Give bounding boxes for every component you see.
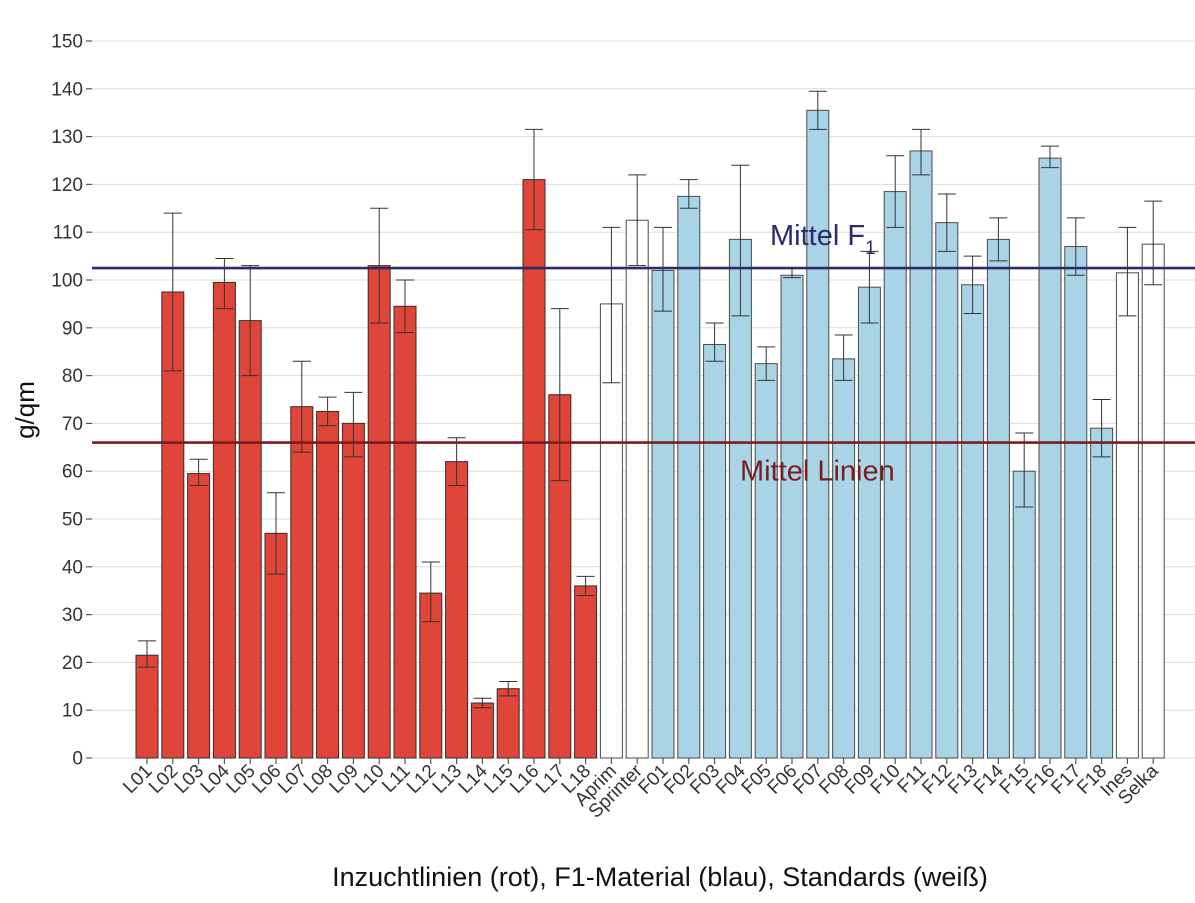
- y-tick-label: 20: [62, 653, 83, 674]
- bar-L13: [445, 461, 469, 759]
- y-tick-label: 40: [62, 557, 83, 578]
- mean-label-text: Mittel Linien: [740, 456, 895, 488]
- mean-label-f1: Mittel F1: [770, 220, 876, 259]
- bar-F15: [1012, 470, 1036, 759]
- bar-F11: [909, 150, 933, 759]
- mean-lines: Mittel F1 Mittel Linien: [92, 220, 1195, 488]
- y-tick-label: 90: [62, 318, 83, 339]
- bar-F17: [1064, 246, 1088, 759]
- y-axis-label: g/qm: [10, 381, 40, 439]
- bar-F02: [677, 195, 701, 759]
- bar-L10: [367, 265, 391, 759]
- bar-F18: [1090, 427, 1114, 759]
- y-tick-label: 70: [62, 414, 83, 435]
- bar-F13: [961, 284, 985, 759]
- bar-F14: [986, 238, 1010, 759]
- bar-L03: [187, 473, 211, 759]
- bar-L14: [470, 702, 494, 759]
- mean-label-lines: Mittel Linien: [740, 456, 895, 488]
- bar-F09: [857, 286, 881, 759]
- bar-Ines: [1115, 272, 1139, 759]
- bar-L04: [212, 281, 236, 759]
- bar-L11: [393, 305, 417, 759]
- y-tick-label: 80: [62, 366, 83, 387]
- bar-L09: [341, 422, 365, 759]
- y-tick-label: 10: [62, 701, 83, 722]
- bar-L05: [238, 320, 262, 759]
- bar-L18: [574, 585, 598, 759]
- y-tick-label: 140: [51, 79, 83, 100]
- mean-label-subscript: 1: [865, 238, 876, 259]
- bar-F16: [1038, 157, 1062, 759]
- bar-L15: [496, 688, 520, 759]
- y-tick-label: 130: [51, 127, 83, 148]
- bar-F05: [754, 363, 778, 759]
- y-tick-label: 100: [51, 271, 83, 292]
- y-axis-ticks: 0 10 20 30 40 50 60 70 80 90 100 110 120 130 140 150: [51, 32, 92, 770]
- bar-F01: [651, 269, 675, 759]
- bar-Selka: [1141, 243, 1165, 759]
- y-tick-label: 50: [62, 510, 83, 531]
- bar-F07: [806, 109, 830, 759]
- y-tick-label: 30: [62, 605, 83, 626]
- bar-F03: [703, 344, 727, 759]
- bar-L01: [135, 654, 159, 759]
- bar-F04: [728, 238, 752, 759]
- bars: [135, 109, 1165, 759]
- y-tick-label: 150: [51, 32, 83, 53]
- bar-L16: [522, 179, 546, 759]
- error-bars: [138, 90, 1163, 709]
- mean-label-text: Mittel F: [770, 220, 865, 252]
- y-tick-label: 120: [51, 175, 83, 196]
- y-tick-label: 60: [62, 462, 83, 483]
- y-tick-label: 110: [53, 223, 83, 244]
- y-tick-label: 0: [72, 749, 83, 770]
- bar-F12: [935, 222, 959, 759]
- bar-F08: [832, 358, 856, 759]
- bar-Sprinter: [625, 219, 649, 759]
- x-axis-label: Inzuchtlinien (rot), F1-Material (blau),…: [332, 862, 988, 892]
- bar-L08: [316, 410, 340, 759]
- bar-F06: [780, 274, 804, 759]
- bar-L07: [290, 406, 314, 759]
